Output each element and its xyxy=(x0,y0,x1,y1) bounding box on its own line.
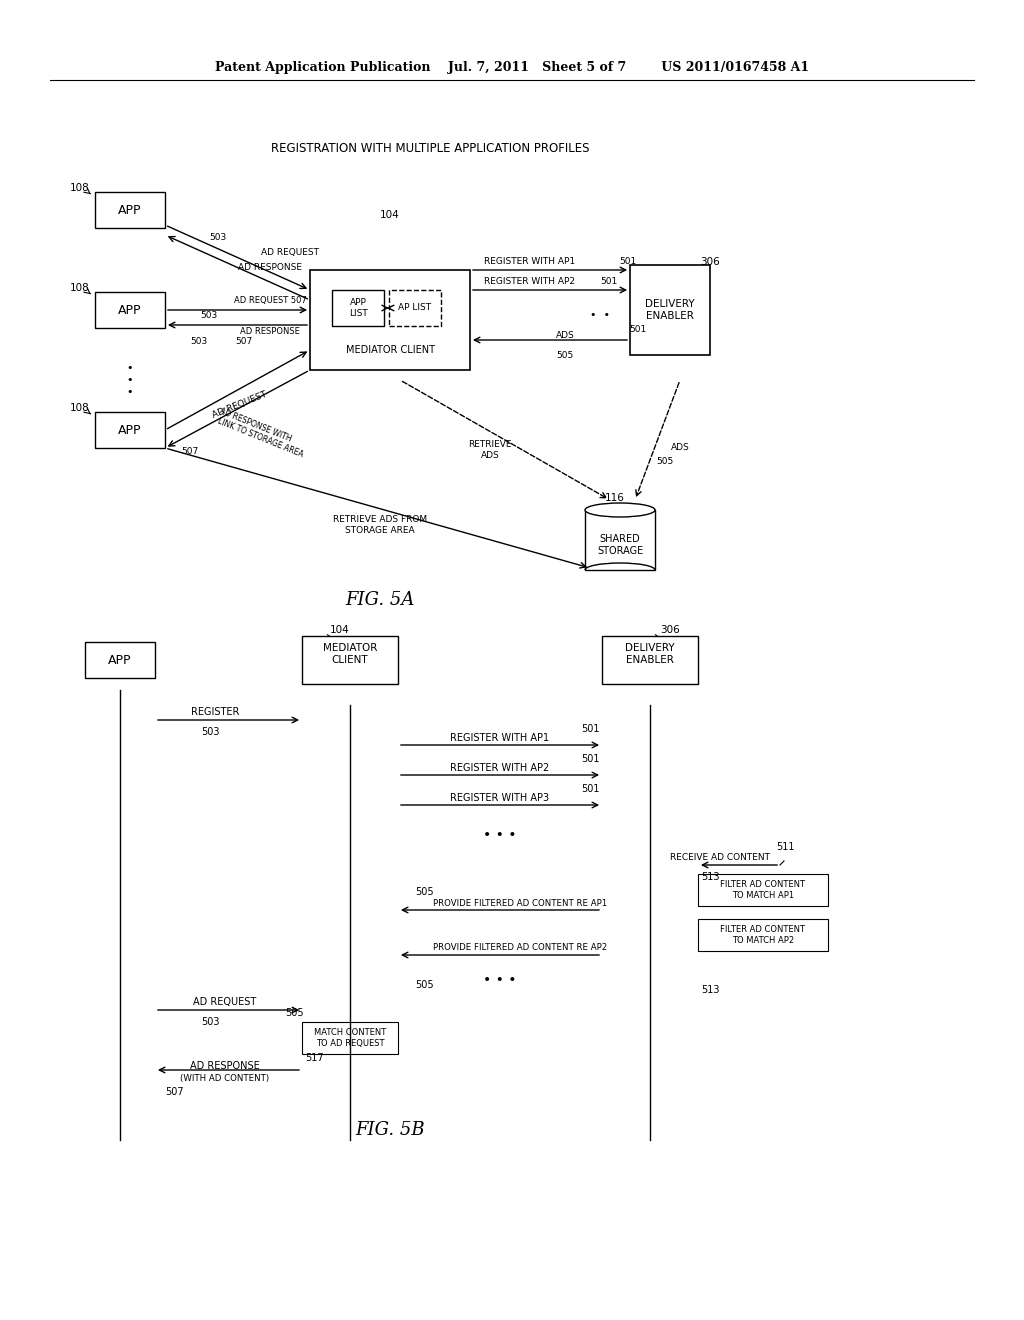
FancyBboxPatch shape xyxy=(310,271,470,370)
FancyBboxPatch shape xyxy=(95,292,165,327)
Text: 501: 501 xyxy=(581,754,599,764)
Text: 501: 501 xyxy=(581,784,599,795)
Text: 501: 501 xyxy=(601,277,618,286)
Text: 505: 505 xyxy=(656,458,674,466)
Text: 501: 501 xyxy=(581,723,599,734)
Text: 116: 116 xyxy=(605,492,625,503)
Text: AD RESPONSE: AD RESPONSE xyxy=(190,1061,260,1071)
Text: AD RESPONSE: AD RESPONSE xyxy=(238,264,302,272)
Text: LINK TO STORAGE AREA: LINK TO STORAGE AREA xyxy=(216,417,304,459)
FancyBboxPatch shape xyxy=(95,191,165,228)
FancyBboxPatch shape xyxy=(698,874,828,906)
FancyBboxPatch shape xyxy=(602,636,698,684)
Text: APP: APP xyxy=(118,203,141,216)
Text: RETRIEVE
ADS: RETRIEVE ADS xyxy=(468,441,512,459)
FancyBboxPatch shape xyxy=(698,919,828,950)
Text: 511: 511 xyxy=(776,842,795,851)
Text: 507: 507 xyxy=(234,338,252,346)
Text: REGISTER WITH AP2: REGISTER WITH AP2 xyxy=(484,277,575,286)
Text: • • •: • • • xyxy=(483,828,517,842)
Ellipse shape xyxy=(585,503,655,517)
Text: 507: 507 xyxy=(181,447,199,457)
Text: 505: 505 xyxy=(286,1008,304,1018)
Text: 104: 104 xyxy=(330,624,350,635)
Text: 503: 503 xyxy=(201,1016,219,1027)
Text: AD REQUEST 507: AD REQUEST 507 xyxy=(233,296,306,305)
Text: FIG. 5B: FIG. 5B xyxy=(355,1121,425,1139)
Text: AD RESPONSE WITH: AD RESPONSE WITH xyxy=(218,407,292,444)
Text: 108: 108 xyxy=(70,282,90,293)
Text: 306: 306 xyxy=(660,624,680,635)
Text: DELIVERY
ENABLER: DELIVERY ENABLER xyxy=(645,298,695,321)
Text: AD REQUEST: AD REQUEST xyxy=(194,997,257,1007)
Text: •
•
•: • • • xyxy=(127,363,133,396)
Text: 513: 513 xyxy=(700,873,719,882)
Text: REGISTRATION WITH MULTIPLE APPLICATION PROFILES: REGISTRATION WITH MULTIPLE APPLICATION P… xyxy=(270,141,589,154)
Text: AD REQUEST: AD REQUEST xyxy=(211,389,268,420)
FancyBboxPatch shape xyxy=(95,412,165,447)
Text: RECEIVE AD CONTENT: RECEIVE AD CONTENT xyxy=(670,853,770,862)
Text: 108: 108 xyxy=(70,403,90,413)
Text: MEDIATOR CLIENT: MEDIATOR CLIENT xyxy=(345,345,434,355)
Text: MEDIATOR
CLIENT: MEDIATOR CLIENT xyxy=(323,643,377,665)
FancyBboxPatch shape xyxy=(332,290,384,326)
Text: 513: 513 xyxy=(700,985,719,995)
FancyBboxPatch shape xyxy=(302,1022,398,1053)
Text: AD REQUEST: AD REQUEST xyxy=(261,248,319,256)
Text: 505: 505 xyxy=(556,351,573,359)
Text: APP
LIST: APP LIST xyxy=(348,298,368,318)
Text: 501: 501 xyxy=(620,257,637,267)
Text: RETRIEVE ADS FROM
STORAGE AREA: RETRIEVE ADS FROM STORAGE AREA xyxy=(333,515,427,535)
Text: 306: 306 xyxy=(700,257,720,267)
Text: 503: 503 xyxy=(200,312,217,321)
FancyBboxPatch shape xyxy=(85,642,155,678)
Text: Patent Application Publication    Jul. 7, 2011   Sheet 5 of 7        US 2011/016: Patent Application Publication Jul. 7, 2… xyxy=(215,62,809,74)
Text: PROVIDE FILTERED AD CONTENT RE AP2: PROVIDE FILTERED AD CONTENT RE AP2 xyxy=(433,944,607,953)
Text: FILTER AD CONTENT
TO MATCH AP1: FILTER AD CONTENT TO MATCH AP1 xyxy=(721,880,806,900)
Text: FILTER AD CONTENT
TO MATCH AP2: FILTER AD CONTENT TO MATCH AP2 xyxy=(721,925,806,945)
Text: 104: 104 xyxy=(380,210,400,220)
Text: 517: 517 xyxy=(306,1053,325,1063)
Text: 507: 507 xyxy=(166,1086,184,1097)
Text: 505: 505 xyxy=(416,887,434,898)
Text: 505: 505 xyxy=(416,979,434,990)
FancyBboxPatch shape xyxy=(630,265,710,355)
Text: ADS: ADS xyxy=(671,444,689,453)
Text: AD RESPONSE: AD RESPONSE xyxy=(240,327,300,337)
Text: 503: 503 xyxy=(209,232,226,242)
FancyBboxPatch shape xyxy=(302,636,398,684)
Text: AP LIST: AP LIST xyxy=(398,304,431,313)
Text: 503: 503 xyxy=(201,727,219,737)
Text: REGISTER WITH AP1: REGISTER WITH AP1 xyxy=(484,257,575,267)
Text: SHARED
STORAGE: SHARED STORAGE xyxy=(597,535,643,556)
FancyBboxPatch shape xyxy=(389,290,441,326)
Text: REGISTER WITH AP3: REGISTER WITH AP3 xyxy=(451,793,550,803)
Text: • • •: • • • xyxy=(483,973,517,987)
Text: MATCH CONTENT
TO AD REQUEST: MATCH CONTENT TO AD REQUEST xyxy=(314,1028,386,1048)
Text: APP: APP xyxy=(118,424,141,437)
Text: APP: APP xyxy=(118,304,141,317)
Text: ADS: ADS xyxy=(556,330,574,339)
FancyBboxPatch shape xyxy=(585,510,655,570)
Text: 501: 501 xyxy=(630,326,646,334)
Text: PROVIDE FILTERED AD CONTENT RE AP1: PROVIDE FILTERED AD CONTENT RE AP1 xyxy=(433,899,607,908)
Text: 108: 108 xyxy=(70,183,90,193)
Text: REGISTER: REGISTER xyxy=(190,708,240,717)
Text: DELIVERY
ENABLER: DELIVERY ENABLER xyxy=(626,643,675,665)
Text: REGISTER WITH AP1: REGISTER WITH AP1 xyxy=(451,733,550,743)
Text: FIG. 5A: FIG. 5A xyxy=(345,591,415,609)
Text: REGISTER WITH AP2: REGISTER WITH AP2 xyxy=(451,763,550,774)
Text: 503: 503 xyxy=(190,338,207,346)
Text: APP: APP xyxy=(109,653,132,667)
Text: •  •: • • xyxy=(590,310,610,319)
Text: (WITH AD CONTENT): (WITH AD CONTENT) xyxy=(180,1073,269,1082)
